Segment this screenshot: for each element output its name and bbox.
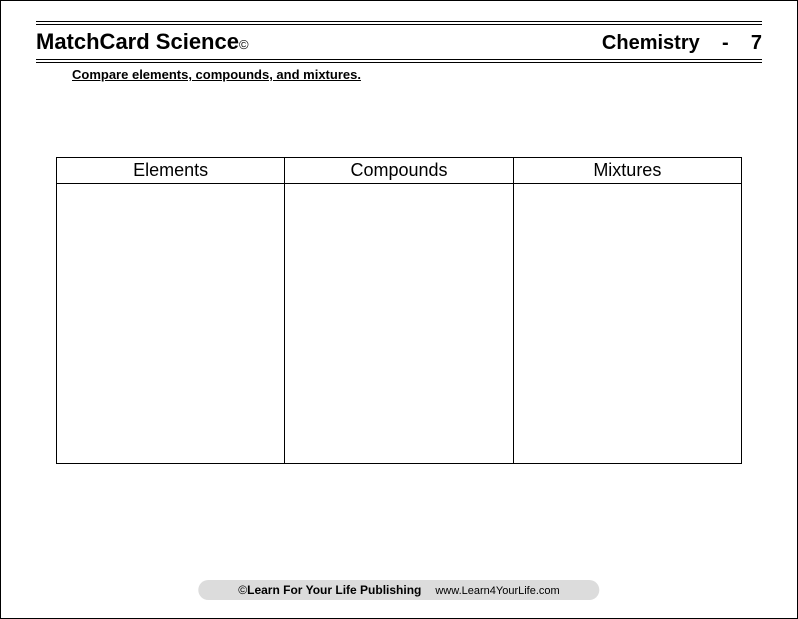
- footer-url: www.Learn4YourLife.com: [435, 585, 559, 597]
- footer-pill: ©Learn For Your Life Publishing www.Learn…: [198, 580, 599, 600]
- comparison-table-wrap: Elements Compounds Mixtures: [36, 157, 762, 464]
- comparison-table: Elements Compounds Mixtures: [56, 157, 742, 464]
- subject-page: Chemistry - 7: [602, 32, 762, 55]
- cell-mixtures: [513, 184, 741, 464]
- table-header-row: Elements Compounds Mixtures: [57, 158, 742, 184]
- brand-title: MatchCard Science©: [36, 29, 249, 55]
- worksheet-page: MatchCard Science© Chemistry - 7 Compare…: [1, 1, 797, 618]
- col-header-compounds: Compounds: [285, 158, 513, 184]
- page-number: 7: [751, 32, 762, 54]
- top-double-rule: [36, 21, 762, 25]
- copyright-icon: ©: [239, 37, 249, 52]
- footer-publisher: Learn For Your Life Publishing: [247, 583, 421, 597]
- header-row: MatchCard Science© Chemistry - 7: [36, 27, 762, 57]
- footer-copyright-icon: ©: [238, 583, 247, 597]
- subject-text: Chemistry: [602, 32, 700, 54]
- table-row: [57, 184, 742, 464]
- instruction-text: Compare elements, compounds, and mixture…: [72, 67, 762, 82]
- col-header-mixtures: Mixtures: [513, 158, 741, 184]
- col-header-elements: Elements: [57, 158, 285, 184]
- separator: -: [722, 32, 729, 54]
- cell-elements: [57, 184, 285, 464]
- bottom-double-rule: [36, 59, 762, 63]
- brand-text: MatchCard Science: [36, 29, 239, 54]
- cell-compounds: [285, 184, 513, 464]
